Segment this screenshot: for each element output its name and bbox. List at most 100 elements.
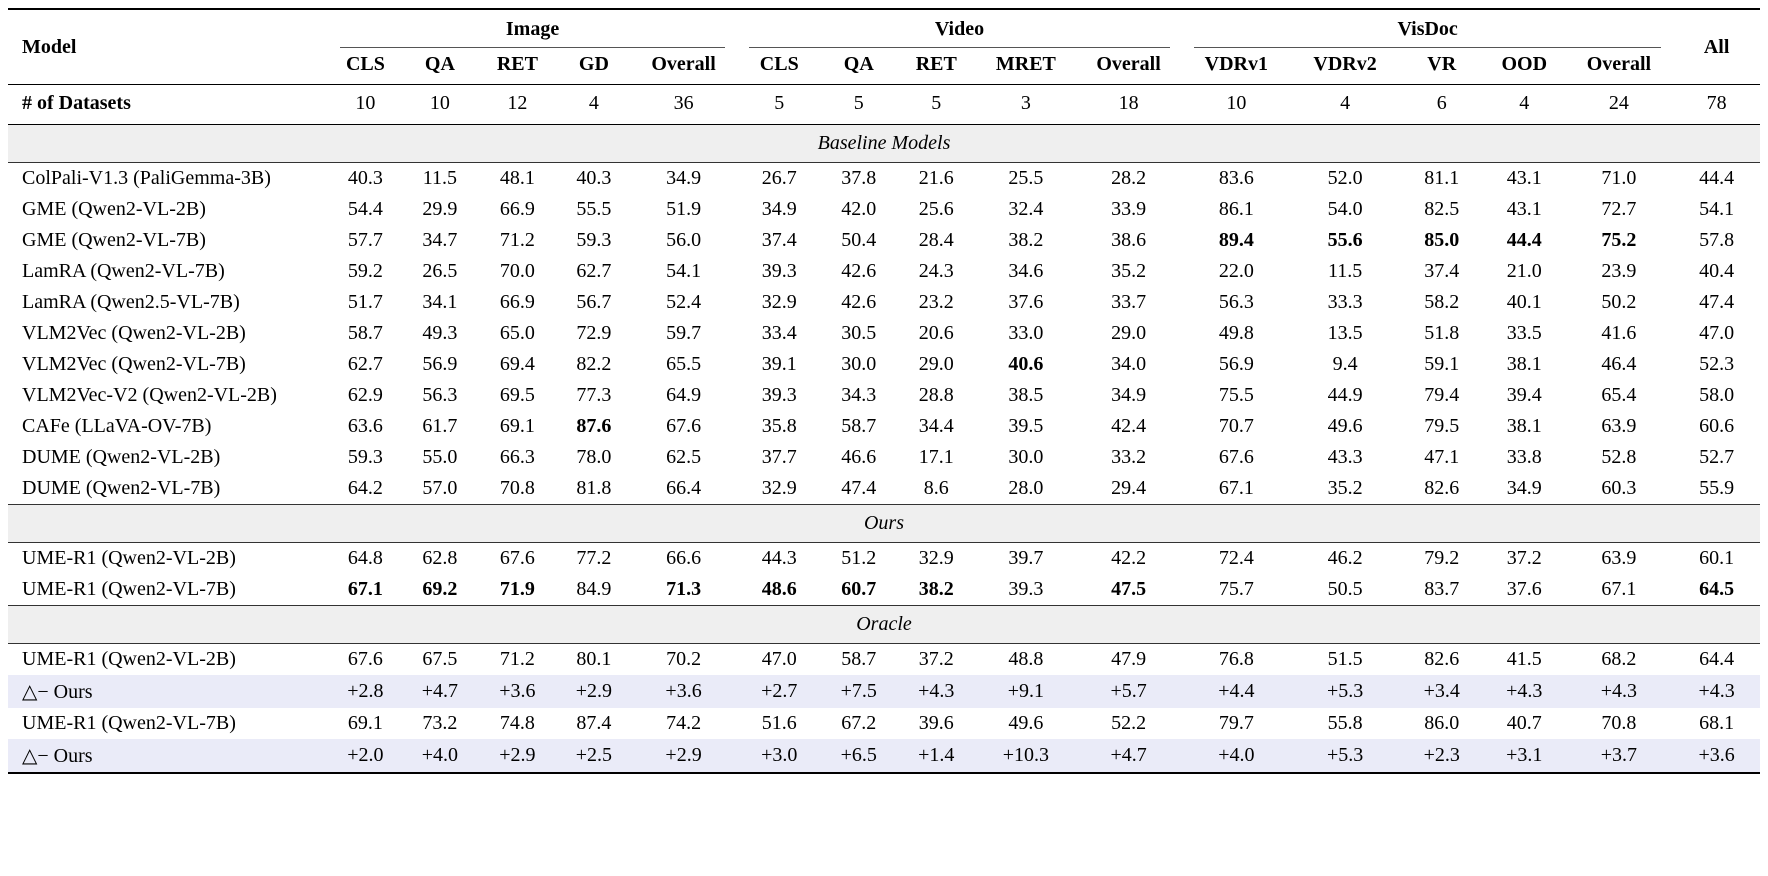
datasets-count-row: # of Datasets 10 10 12 4 36 5 5 5 3 18 1… [8, 84, 1760, 125]
metric-value: 44.9 [1327, 384, 1363, 406]
metric-value: 74.8 [499, 712, 535, 734]
metric-value: 54.1 [1699, 198, 1735, 220]
metric-value: 64.8 [347, 547, 383, 569]
metric-value: 33.2 [1111, 446, 1147, 468]
metric-value: 35.8 [761, 415, 797, 437]
metric-value: 87.4 [576, 712, 612, 734]
group-header-row: Model Image Video VisDoc All [8, 9, 1760, 85]
metric-value: 39.7 [1008, 547, 1044, 569]
metric-value: 25.5 [1008, 167, 1044, 189]
model-result-row: GME (Qwen2-VL-7B) 57.7 34.7 71.2 59.3 56.0 37.… [8, 225, 1760, 256]
metric-value: 55.5 [576, 198, 612, 220]
metric-value: 47.9 [1111, 648, 1147, 670]
metric-value: 49.3 [422, 322, 458, 344]
col-header-visdoc-vr: VR [1399, 49, 1485, 85]
metric-value: 50.2 [1601, 291, 1637, 313]
metric-value: 56.3 [1218, 291, 1254, 313]
model-name: DUME (Qwen2-VL-7B) [22, 477, 221, 499]
model-name: LamRA (Qwen2.5-VL-7B) [22, 291, 240, 313]
metric-value: 34.9 [1506, 477, 1542, 499]
metric-value: 48.8 [1008, 648, 1044, 670]
metric-value: 28.2 [1111, 167, 1147, 189]
metric-value: 41.5 [1506, 648, 1542, 670]
metric-value: 55.9 [1699, 477, 1735, 499]
model-result-row: UME-R1 (Qwen2-VL-2B) 64.8 62.8 67.6 77.2 66.6… [8, 543, 1760, 575]
metric-value: 63.9 [1601, 547, 1637, 569]
metric-value: 52.2 [1111, 712, 1147, 734]
dataset-count: 4 [1484, 84, 1565, 125]
metric-value: 49.6 [1327, 415, 1363, 437]
metric-value: 74.2 [666, 712, 702, 734]
metric-value: 52.4 [666, 291, 702, 313]
metric-value: +2.9 [557, 675, 631, 708]
metric-value: 51.2 [841, 547, 877, 569]
model-result-row: VLM2Vec (Qwen2-VL-2B) 58.7 49.3 65.0 72.9 59.… [8, 318, 1760, 349]
metric-value: 62.7 [576, 260, 612, 282]
metric-value: 33.8 [1506, 446, 1542, 468]
metric-value: 32.9 [761, 477, 797, 499]
metric-value: +5.3 [1290, 739, 1400, 773]
table-body: # of Datasets 10 10 12 4 36 5 5 5 3 18 1… [8, 84, 1760, 773]
metric-value: 40.6 [1008, 353, 1044, 375]
model-result-row: DUME (Qwen2-VL-7B) 64.2 57.0 70.8 81.8 66.4 32… [8, 473, 1760, 505]
metric-value: 28.8 [918, 384, 954, 406]
model-result-row: UME-R1 (Qwen2-VL-7B) 67.1 69.2 71.9 84.9 71.3… [8, 574, 1760, 606]
metric-value: 30.0 [841, 353, 877, 375]
metric-value: 59.3 [576, 229, 612, 251]
metric-value: 40.1 [1506, 291, 1542, 313]
metric-value: 77.2 [576, 547, 612, 569]
metric-value: 75.2 [1601, 229, 1637, 251]
metric-value: 39.3 [1008, 578, 1044, 600]
dataset-count: 5 [821, 84, 897, 125]
metric-value: +4.3 [1673, 675, 1760, 708]
metric-value: 46.4 [1601, 353, 1637, 375]
metric-value: 81.1 [1424, 167, 1460, 189]
group-header-visdoc: VisDoc [1182, 9, 1673, 49]
metric-value: 37.8 [841, 167, 877, 189]
metric-value: 71.3 [666, 578, 702, 600]
metric-value: 63.6 [347, 415, 383, 437]
datasets-row-label: # of Datasets [8, 84, 329, 125]
metric-value: 38.1 [1506, 353, 1542, 375]
metric-value: 71.2 [499, 648, 535, 670]
model-name: VLM2Vec (Qwen2-VL-2B) [22, 322, 246, 344]
metric-value: 58.7 [841, 415, 877, 437]
all-column-header: All [1673, 9, 1760, 85]
metric-value: 58.2 [1424, 291, 1460, 313]
col-header-visdoc-overall: Overall [1564, 49, 1674, 85]
metric-value: 66.6 [666, 547, 702, 569]
metric-value: 34.6 [1008, 260, 1044, 282]
metric-value: 30.5 [841, 322, 877, 344]
metric-value: 72.4 [1218, 547, 1254, 569]
metric-value: +3.6 [630, 675, 737, 708]
metric-value: 60.6 [1699, 415, 1735, 437]
metric-value: +4.0 [402, 739, 478, 773]
metric-value: 37.6 [1008, 291, 1044, 313]
metric-value: 75.5 [1218, 384, 1254, 406]
metric-value: 37.4 [1424, 260, 1460, 282]
metric-value: 70.7 [1218, 415, 1254, 437]
metric-value: 64.9 [666, 384, 702, 406]
dataset-count: 24 [1564, 84, 1674, 125]
model-name: UME-R1 (Qwen2-VL-2B) [22, 648, 236, 670]
metric-value: 40.4 [1699, 260, 1735, 282]
metric-value: 17.1 [918, 446, 954, 468]
section-header-row: Oracle [8, 605, 1760, 644]
metric-value: 20.6 [918, 322, 954, 344]
metric-value: 70.2 [666, 648, 702, 670]
metric-value: 42.6 [841, 260, 877, 282]
metric-value: 57.8 [1699, 229, 1735, 251]
col-header-image-overall: Overall [630, 49, 737, 85]
section-title: Baseline Models [8, 124, 1760, 163]
metric-value: 32.9 [918, 547, 954, 569]
metric-value: 57.7 [347, 229, 383, 251]
section-header-row: Ours [8, 504, 1760, 543]
metric-value: 22.0 [1218, 260, 1254, 282]
metric-value: 83.6 [1218, 167, 1254, 189]
metric-value: 67.1 [1601, 578, 1637, 600]
metric-value: 37.2 [918, 648, 954, 670]
model-name: UME-R1 (Qwen2-VL-2B) [22, 547, 236, 569]
benchmark-results-table: Model Image Video VisDoc All CLS QA RET … [8, 8, 1760, 774]
metric-value: 71.0 [1601, 167, 1637, 189]
model-name: CAFe (LLaVA-OV-7B) [22, 415, 212, 437]
